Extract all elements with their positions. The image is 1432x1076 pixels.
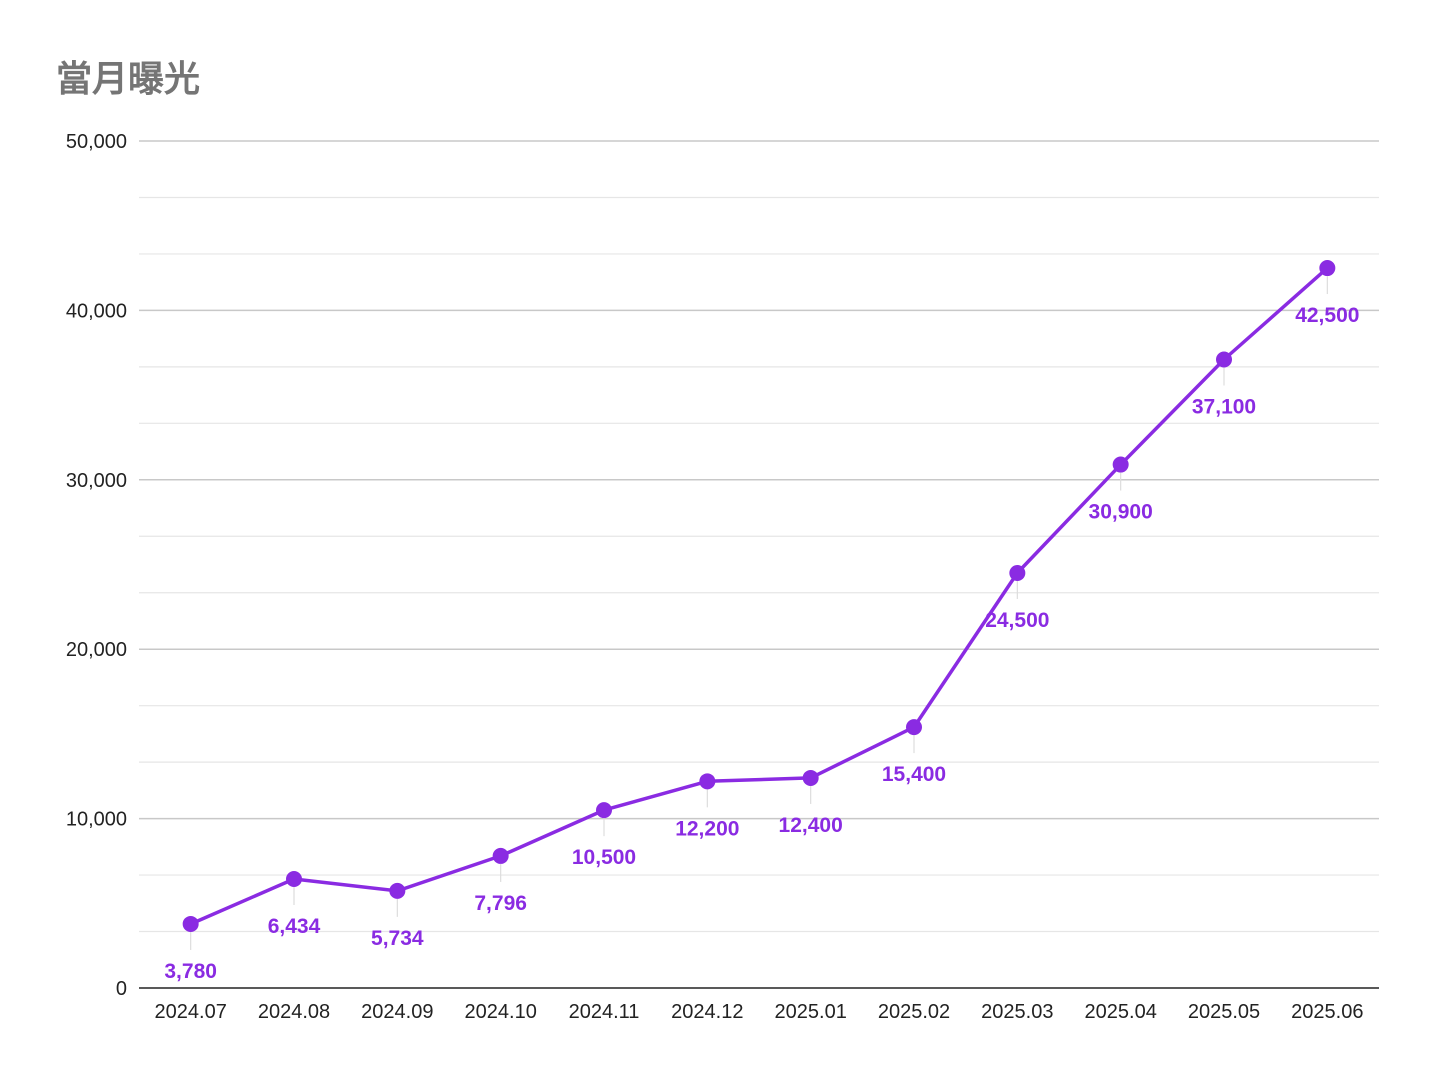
y-tick-label: 50,000: [66, 131, 127, 153]
y-tick-label: 30,000: [66, 470, 127, 492]
data-label: 3,780: [164, 960, 217, 983]
chart-title: 當月曝光: [56, 59, 201, 100]
data-label: 7,796: [474, 892, 527, 915]
data-point: [1009, 564, 1026, 581]
data-point: [802, 769, 819, 786]
series-line: [190, 266, 1329, 926]
label-leaders: [190, 276, 1328, 950]
data-point: [389, 882, 406, 899]
x-tick-label: 2025.04: [1085, 1001, 1157, 1023]
data-point: [596, 802, 612, 819]
data-label: 30,900: [1089, 501, 1153, 524]
x-tick-label: 2025.01: [775, 1001, 847, 1023]
data-point: [906, 719, 922, 736]
data-label: 12,200: [675, 817, 739, 840]
data-label: 15,400: [882, 763, 946, 786]
data-label: 24,500: [985, 609, 1049, 632]
x-tick-label: 2025.05: [1188, 1001, 1260, 1023]
data-label: 10,500: [572, 846, 636, 869]
x-tick-label: 2024.11: [569, 1001, 640, 1023]
data-label: 12,400: [779, 814, 843, 837]
data-point: [1216, 351, 1232, 368]
x-tick-label: 2024.09: [361, 1001, 433, 1023]
data-point: [492, 847, 509, 864]
x-tick-label: 2024.08: [258, 1001, 330, 1023]
data-label: 37,100: [1192, 396, 1256, 419]
y-tick-label: 40,000: [66, 300, 127, 322]
data-label: 5,734: [371, 927, 424, 950]
y-tick-label: 10,000: [66, 809, 127, 831]
data-label: 42,500: [1295, 304, 1359, 327]
series-line-path: [190, 266, 1329, 926]
data-points: [182, 260, 1336, 932]
data-point: [182, 915, 199, 932]
x-axis-ticks: 2024.07 2024.08 2024.09 2024.10 2024.11 2024.…: [155, 1001, 1364, 1023]
data-label: 6,434: [268, 915, 321, 938]
data-point: [1112, 456, 1129, 473]
x-tick-label: 2025.06: [1291, 1001, 1363, 1023]
data-point: [286, 871, 302, 888]
data-point: [1319, 260, 1336, 277]
y-tick-label: 0: [116, 978, 127, 1000]
data-point: [699, 773, 716, 790]
x-tick-label: 2024.10: [465, 1001, 537, 1023]
x-tick-label: 2024.07: [155, 1001, 227, 1023]
grid-lines: [139, 140, 1379, 933]
x-tick-label: 2025.03: [981, 1001, 1053, 1023]
y-axis-ticks: 0 10,000 20,000 30,000 40,000 50,000: [66, 131, 127, 1000]
y-tick-label: 20,000: [66, 639, 127, 661]
x-tick-label: 2024.12: [671, 1001, 743, 1023]
data-labels: 3,780 6,434 5,734 7,796 10,500 12,200 12,400 15…: [164, 304, 1359, 983]
x-tick-label: 2025.02: [878, 1001, 950, 1023]
